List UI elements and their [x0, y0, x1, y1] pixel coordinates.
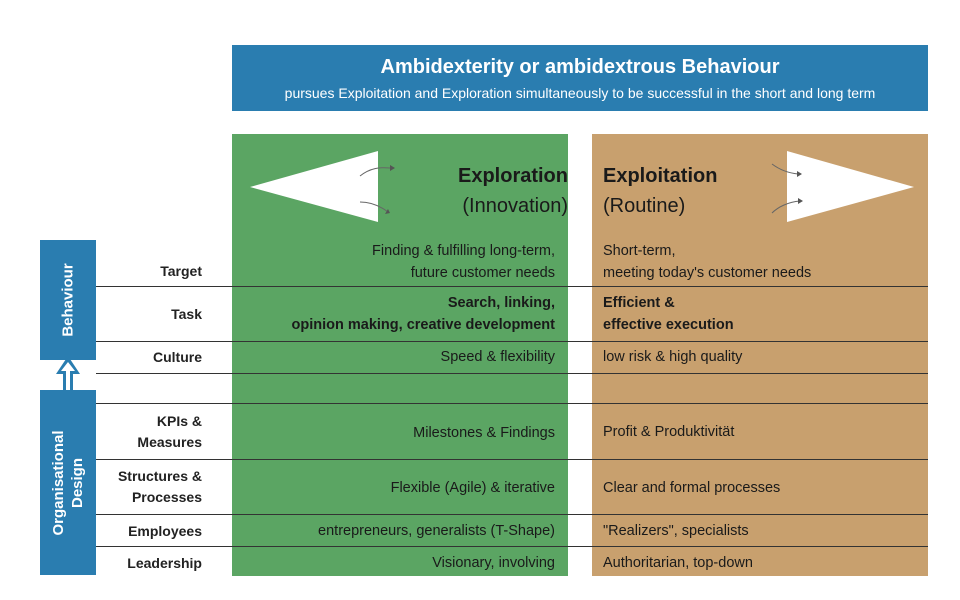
cell-employees-exploitation: "Realizers", specialists — [603, 523, 749, 539]
row-label-culture: Culture — [153, 349, 202, 365]
label-line: Structures & — [117, 468, 202, 484]
row-divider — [96, 514, 928, 515]
org-line2: Design — [69, 457, 86, 508]
cell-line: opinion making, creative development — [291, 317, 555, 333]
organisational-design-side-label: Organisational Design — [40, 390, 96, 575]
row-label-target: Target — [160, 263, 202, 279]
cell-kpis-exploitation: Profit & Produktivität — [603, 424, 735, 440]
cell-structures-exploitation: Clear and formal processes — [603, 480, 781, 496]
row-label-leadership: Leadership — [127, 555, 202, 571]
cell-line: meeting today's customer needs — [603, 265, 812, 281]
exploitation-arrow-icon — [771, 151, 914, 222]
exploration-title: Exploration — [457, 165, 568, 187]
behaviour-side-label: Behaviour — [40, 240, 96, 360]
row-label-employees: Employees — [128, 523, 202, 539]
cell-leadership-exploration: Visionary, involving — [432, 555, 555, 571]
cell-line: future customer needs — [410, 265, 555, 281]
cell-target-exploration: Finding & fulfilling long-term, future c… — [235, 240, 555, 284]
row-divider — [96, 341, 928, 342]
exploration-column — [232, 134, 568, 576]
exploration-arrow-icon — [250, 151, 395, 222]
row-divider — [96, 459, 928, 460]
org-line1: Organisational — [50, 429, 67, 536]
arrow-up-icon — [56, 356, 80, 404]
cell-leadership-exploitation: Authoritarian, top-down — [603, 555, 753, 571]
exploitation-column — [592, 134, 928, 576]
cell-line: Efficient & — [603, 295, 675, 311]
cell-line: effective execution — [603, 317, 734, 333]
cell-kpis-exploration: Milestones & Findings — [413, 425, 555, 441]
row-label-structures: Structures & Processes — [118, 466, 202, 508]
cell-line: Short-term, — [603, 243, 676, 259]
row-divider — [96, 403, 928, 404]
exploitation-title: Exploitation — [603, 165, 718, 187]
row-divider — [96, 286, 928, 287]
cell-culture-exploitation: low risk & high quality — [603, 349, 743, 365]
cell-line: Search, linking, — [447, 295, 555, 311]
cell-employees-exploration: entrepreneurs, generalists (T-Shape) — [318, 523, 555, 539]
row-divider — [96, 546, 928, 547]
behaviour-label: Behaviour — [59, 263, 77, 337]
label-line: KPIs & — [156, 413, 202, 429]
cell-culture-exploration: Speed & flexibility — [440, 349, 555, 365]
cell-line: Finding & fulfilling long-term, — [372, 243, 555, 259]
header-title: Ambidexterity or ambidextrous Behaviour — [380, 56, 780, 78]
cell-task-exploitation: Efficient & effective execution — [603, 292, 923, 336]
header-subtitle: pursues Exploitation and Exploration sim… — [284, 85, 876, 101]
label-line: Processes — [131, 489, 202, 505]
organisational-design-label: Organisational Design — [49, 430, 87, 535]
cell-structures-exploration: Flexible (Agile) & iterative — [390, 480, 555, 496]
exploration-subtitle: (Innovation) — [462, 195, 568, 217]
row-label-task: Task — [171, 306, 202, 322]
exploration-heading: Exploration (Innovation) — [338, 161, 568, 221]
row-label-kpis: KPIs & Measures — [137, 411, 202, 453]
header-banner: Ambidexterity or ambidextrous Behaviour … — [232, 45, 928, 111]
label-line: Measures — [137, 434, 202, 450]
exploitation-heading: Exploitation (Routine) — [603, 161, 833, 221]
row-divider — [96, 373, 928, 374]
exploitation-subtitle: (Routine) — [603, 195, 686, 217]
cell-target-exploitation: Short-term, meeting today's customer nee… — [603, 240, 923, 284]
cell-task-exploration: Search, linking, opinion making, creativ… — [235, 292, 555, 336]
